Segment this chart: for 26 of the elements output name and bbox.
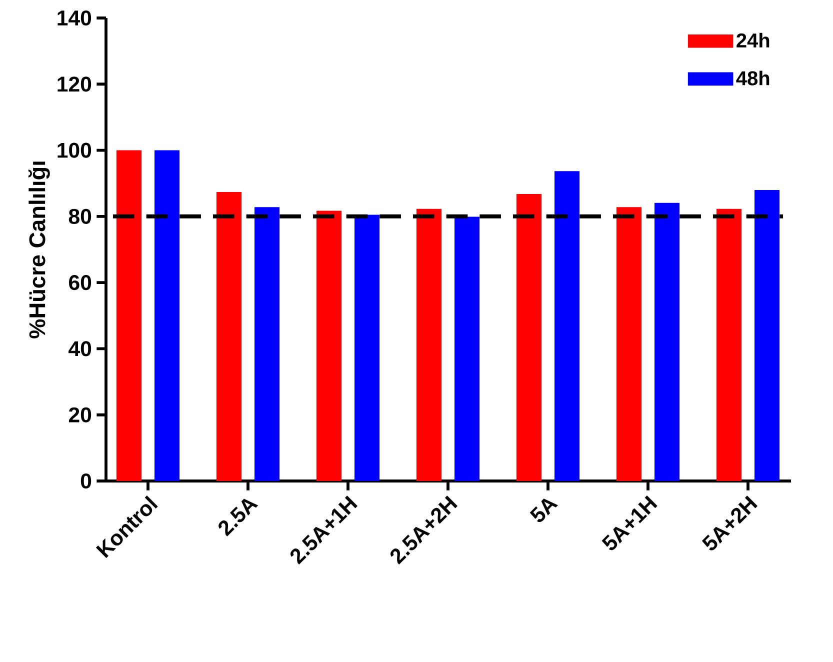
y-tick-label: 100: [58, 142, 92, 158]
x-tick-label: 5A: [530, 498, 558, 522]
legend-label: 48h: [736, 70, 770, 86]
bar: [516, 194, 542, 481]
y-tick-label: 140: [58, 10, 92, 26]
bar: [154, 150, 180, 481]
y-tick-label: 60: [69, 275, 92, 290]
bar: [554, 171, 580, 481]
bar: [654, 202, 680, 481]
bar: [454, 216, 480, 481]
y-tick-label: 40: [68, 341, 92, 356]
bar: [416, 208, 442, 481]
bar: [216, 192, 242, 481]
y-tick-label: 0: [80, 473, 92, 489]
bar: [116, 150, 142, 481]
bar: [616, 207, 642, 481]
bar: [754, 190, 780, 481]
legend-label: 24h: [736, 32, 770, 48]
y-tick-label: 120: [58, 76, 92, 92]
y-tick-label: 20: [68, 407, 92, 422]
bar: [316, 210, 342, 481]
y-axis-title: %Hücre Canlılığı: [28, 162, 50, 338]
bar: [354, 214, 380, 481]
y-tick-label: 80: [68, 208, 92, 224]
bar: [716, 208, 742, 481]
bar: [254, 207, 280, 481]
